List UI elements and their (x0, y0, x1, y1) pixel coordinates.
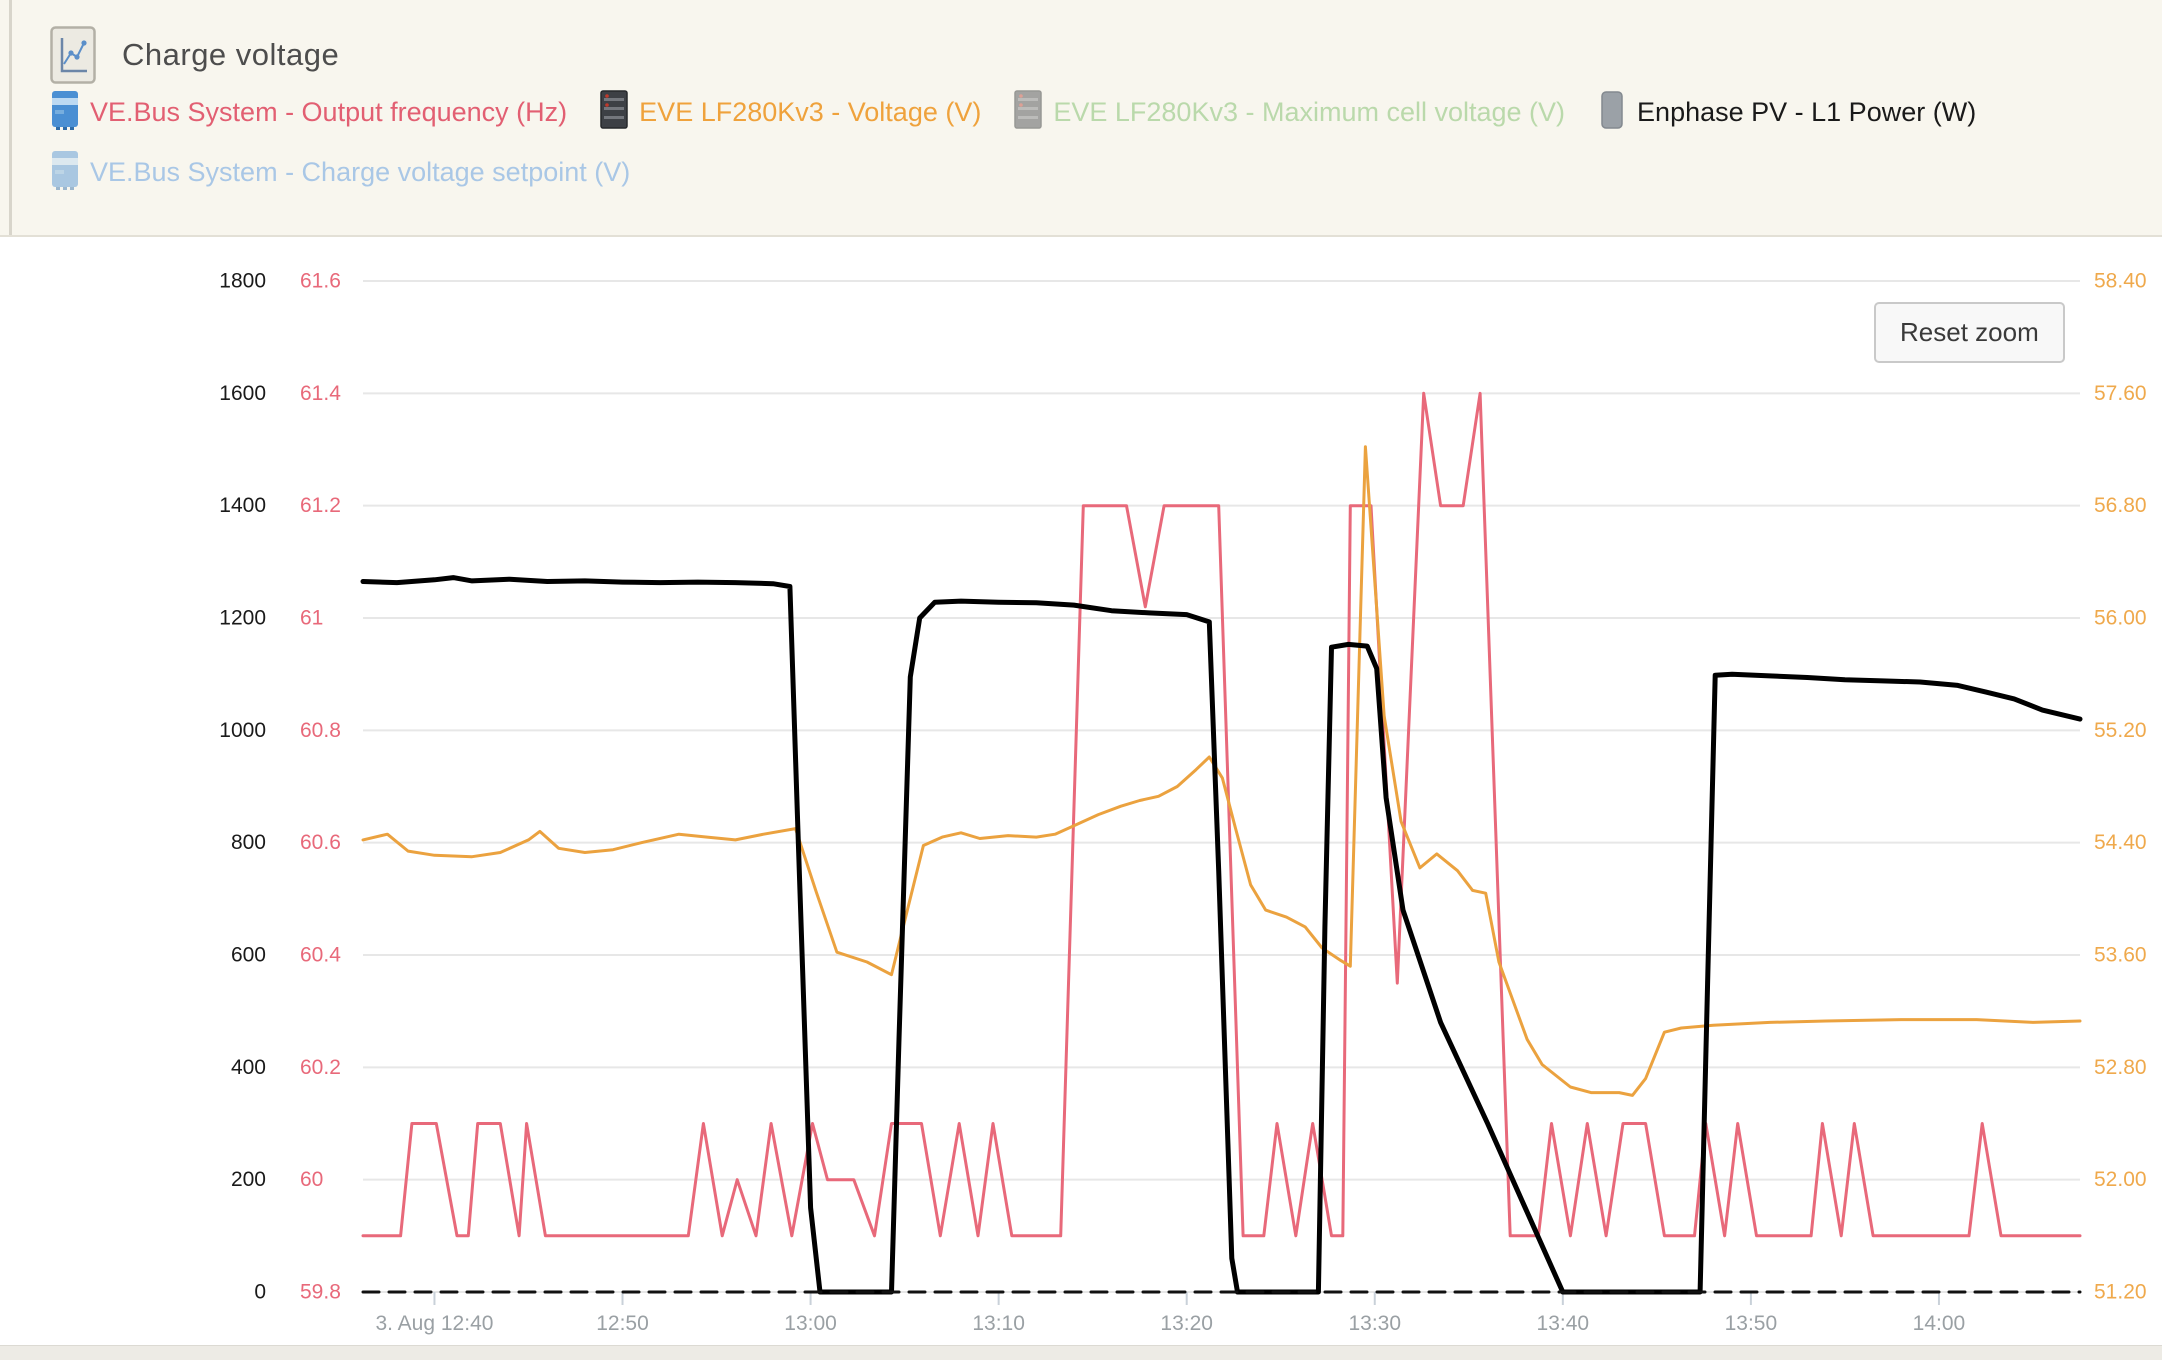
svg-text:800: 800 (231, 831, 266, 854)
legend-item-0[interactable]: VE.Bus System - Output frequency (Hz) (50, 90, 567, 135)
gridlines (363, 280, 2080, 1293)
svg-text:0: 0 (254, 1281, 266, 1304)
svg-text:13:30: 13:30 (1348, 1312, 1401, 1335)
svg-text:57.60: 57.60 (2094, 382, 2147, 405)
device-icon (1597, 90, 1627, 135)
axis-labels: 0 59.8 51.20 200 60 52.00 400 60.2 52.80 600 60.4 5… (219, 270, 2146, 1304)
legend-item-4[interactable]: VE.Bus System - Charge voltage setpoint … (50, 150, 630, 195)
svg-text:13:00: 13:00 (784, 1312, 837, 1335)
legend-item-3[interactable]: Enphase PV - L1 Power (W) (1597, 90, 1976, 135)
svg-text:13:10: 13:10 (972, 1312, 1025, 1335)
svg-text:3. Aug 12:40: 3. Aug 12:40 (375, 1312, 493, 1335)
svg-text:13:40: 13:40 (1537, 1312, 1590, 1335)
inverter-icon (50, 90, 80, 135)
footer-strip (0, 1345, 2162, 1360)
legend-item-label: Enphase PV - L1 Power (W) (1637, 96, 1977, 127)
svg-text:1200: 1200 (219, 607, 266, 630)
svg-text:1400: 1400 (219, 494, 266, 517)
svg-text:61.2: 61.2 (300, 494, 341, 517)
svg-text:60.8: 60.8 (300, 719, 341, 742)
svg-text:12:50: 12:50 (596, 1312, 649, 1335)
reset-zoom-button[interactable]: Reset zoom (1874, 302, 2065, 363)
svg-text:61: 61 (300, 607, 323, 630)
legend-item-label: VE.Bus System - Output frequency (Hz) (90, 96, 568, 127)
legend-item-label: EVE LF280Kv3 - Maximum cell voltage (V) (1053, 96, 1566, 127)
series-eve-lf280kv3-voltage-v- (361, 445, 2082, 1097)
svg-text:51.20: 51.20 (2094, 1281, 2147, 1304)
inverter-icon (50, 150, 80, 195)
svg-text:60.6: 60.6 (300, 831, 341, 854)
svg-text:56.80: 56.80 (2094, 494, 2147, 517)
svg-text:58.40: 58.40 (2094, 270, 2147, 293)
svg-text:60.2: 60.2 (300, 1056, 341, 1079)
svg-text:1000: 1000 (219, 719, 266, 742)
line-chart-icon (50, 26, 96, 84)
battery-icon (599, 89, 629, 135)
svg-text:59.8: 59.8 (300, 1281, 341, 1304)
legend-item-2[interactable]: EVE LF280Kv3 - Maximum cell voltage (V) (1013, 89, 1566, 135)
svg-text:200: 200 (231, 1168, 266, 1191)
x-axis: 3. Aug 12:40 12:50 13:00 13:10 13:20 13:30 13:… (375, 1292, 1965, 1335)
svg-text:52.80: 52.80 (2094, 1056, 2147, 1079)
svg-text:13:20: 13:20 (1160, 1312, 1213, 1335)
legend-item-1[interactable]: EVE LF280Kv3 - Voltage (V) (599, 89, 982, 135)
svg-text:53.60: 53.60 (2094, 944, 2147, 967)
legend-row-2: VE.Bus System - Charge voltage setpoint … (50, 148, 2130, 196)
svg-text:56.00: 56.00 (2094, 607, 2147, 630)
title-row: Charge voltage (50, 26, 339, 84)
legend-item-label: EVE LF280Kv3 - Voltage (V) (639, 96, 982, 127)
svg-text:55.20: 55.20 (2094, 719, 2147, 742)
svg-text:60.4: 60.4 (300, 944, 341, 967)
svg-text:1800: 1800 (219, 270, 266, 293)
svg-text:61.6: 61.6 (300, 270, 341, 293)
svg-text:61.4: 61.4 (300, 382, 341, 405)
widget-header: Charge voltage VE.Bus System - Output fr… (0, 0, 2162, 237)
svg-text:54.40: 54.40 (2094, 831, 2147, 854)
legend-item-label: VE.Bus System - Charge voltage setpoint … (90, 156, 631, 187)
svg-text:400: 400 (231, 1056, 266, 1079)
svg-text:1600: 1600 (219, 382, 266, 405)
svg-text:14:00: 14:00 (1913, 1312, 1966, 1335)
page-title: Charge voltage (122, 37, 340, 72)
series-enphase-pv-l1-power-w- (360, 575, 2083, 1295)
svg-text:13:50: 13:50 (1725, 1312, 1778, 1335)
legend-row-1: VE.Bus System - Output frequency (Hz) EVE… (50, 88, 2130, 136)
battery-icon (1013, 89, 1043, 135)
series-ve-bus-system-output-frequency-hz- (361, 391, 2082, 1238)
svg-text:60: 60 (300, 1168, 323, 1191)
svg-text:600: 600 (231, 944, 266, 967)
legend: VE.Bus System - Output frequency (Hz) EVE… (50, 88, 2130, 208)
svg-text:52.00: 52.00 (2094, 1168, 2147, 1191)
